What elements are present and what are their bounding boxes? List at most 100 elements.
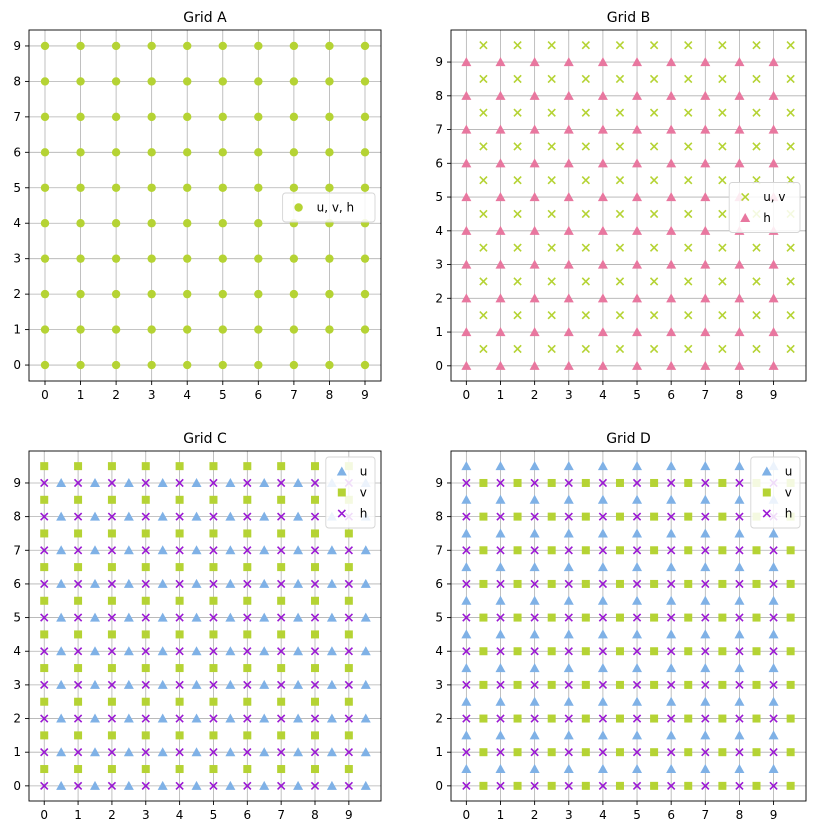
point-uvh-marker (76, 183, 85, 192)
point-h-marker (107, 579, 117, 589)
point-uv-marker (581, 41, 590, 50)
point-v-marker (752, 647, 761, 656)
legend: uvh (325, 456, 376, 529)
x-tick-label: 7 (290, 388, 298, 402)
point-h-marker (107, 613, 117, 622)
point-h-marker (276, 579, 286, 589)
subplot-2: Grid B 0 1 2 3 4 5 6 7 8 9 0 1 2 3 4 5 6 7 8 9 u, v h (435, 10, 807, 402)
point-v-marker (547, 680, 556, 689)
point-h-marker (632, 546, 642, 555)
point-uv-marker (581, 74, 590, 84)
point-uv-marker (786, 74, 795, 84)
point-v-marker (40, 765, 49, 774)
point-u-marker (529, 663, 540, 673)
point-h-marker (73, 613, 83, 622)
point-v-marker (141, 462, 150, 471)
x-tick-label: 1 (74, 808, 82, 822)
point-u-marker (768, 663, 779, 673)
x-tick-label: 0 (463, 388, 471, 402)
point-uv-marker (649, 41, 659, 50)
point-u-marker (225, 612, 236, 622)
point-h-marker (666, 360, 677, 370)
point-h-marker (734, 158, 745, 168)
point-v-marker (650, 781, 659, 790)
point-h-marker (40, 613, 49, 622)
point-u-marker (326, 713, 337, 723)
point-u-marker (90, 612, 100, 622)
point-v-marker (277, 765, 286, 774)
point-uv-marker (581, 108, 590, 117)
point-u-marker (632, 494, 643, 504)
subplot-3: Grid C 0 1 2 3 4 5 6 7 8 9 0 1 2 3 4 5 6 7 8 9 uvh (13, 431, 382, 822)
point-u-marker (56, 545, 67, 555)
point-u-marker (157, 780, 168, 790)
point-uv-marker (581, 142, 590, 151)
point-uvh-marker (76, 360, 85, 370)
point-v-marker (786, 579, 795, 588)
point-uvh-marker (111, 112, 121, 122)
point-h-marker (735, 613, 744, 622)
point-h-marker (701, 579, 710, 589)
point-uvh-marker (218, 183, 227, 192)
point-v-marker (718, 680, 727, 689)
point-h-marker (175, 781, 184, 791)
point-v-marker (615, 714, 624, 723)
point-u-marker (666, 562, 677, 572)
y-tick-label: 1 (435, 745, 443, 759)
point-u-marker (225, 713, 236, 723)
point-u-marker (123, 780, 134, 790)
x-tick-label: 7 (277, 808, 285, 822)
point-h-marker (700, 90, 711, 100)
point-uvh-marker (183, 183, 192, 192)
point-v-marker (479, 478, 488, 487)
point-v-marker (74, 630, 83, 639)
point-v-marker (311, 664, 319, 673)
point-uv-marker (718, 41, 727, 50)
point-v-marker (344, 630, 353, 639)
point-u-marker (563, 494, 574, 504)
point-uv-marker (649, 74, 659, 84)
y-tick-label: 2 (13, 287, 21, 301)
point-u-marker (360, 578, 371, 588)
point-h-marker (496, 512, 505, 521)
x-tick-label: 8 (311, 808, 319, 822)
point-uvh-marker (183, 148, 192, 157)
point-u-marker (157, 679, 168, 689)
point-u-marker (157, 612, 168, 622)
point-uvh-marker (40, 289, 50, 299)
x-tick-label: 6 (667, 388, 675, 402)
y-tick-label: 3 (435, 258, 443, 272)
point-h-marker (666, 259, 677, 269)
point-uvh-marker (360, 360, 370, 370)
point-v-marker (74, 563, 83, 572)
point-v-marker (684, 647, 693, 656)
point-h-marker (632, 714, 642, 723)
point-uvh-marker (289, 325, 299, 334)
point-uv-marker (786, 344, 795, 354)
point-u-marker (734, 528, 745, 538)
point-u-marker (632, 764, 643, 774)
point-u-marker (225, 646, 236, 656)
point-uvh-marker (183, 254, 192, 263)
point-v-marker (684, 478, 693, 487)
point-h-marker (40, 748, 49, 757)
point-h-marker (462, 647, 471, 656)
point-v-marker (752, 546, 761, 555)
x-tick-label: 6 (255, 388, 263, 402)
point-h-marker (597, 192, 608, 202)
point-v-marker (718, 546, 727, 555)
point-u-marker (768, 730, 779, 740)
point-uv-marker (649, 108, 659, 117)
point-u-marker (90, 679, 100, 689)
x-tick-label: 3 (148, 388, 156, 402)
point-uv-marker (786, 108, 795, 117)
point-h-marker (597, 158, 608, 168)
point-v-marker (277, 495, 286, 504)
point-u-marker (461, 528, 472, 538)
point-v-marker (718, 579, 727, 588)
x-tick-label: 4 (183, 388, 191, 402)
point-v-marker (107, 529, 116, 538)
point-h-marker (209, 781, 218, 791)
point-h-marker (175, 478, 184, 488)
point-uv-marker (786, 41, 795, 50)
